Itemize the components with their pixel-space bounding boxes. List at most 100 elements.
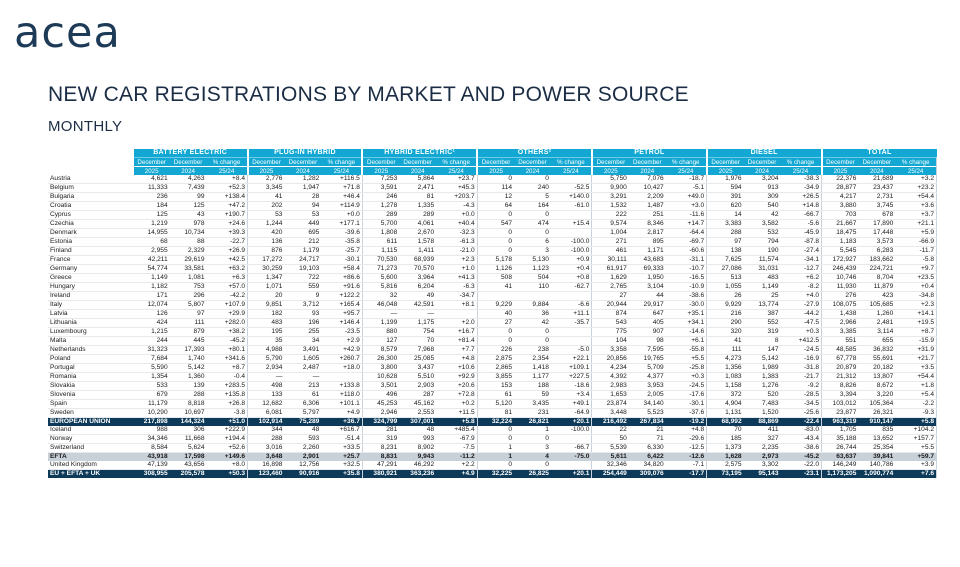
- country-cell: Portugal: [48, 363, 133, 373]
- pct-change-cell: -11.7: [895, 246, 938, 256]
- pct-change-cell: -42.2: [206, 291, 249, 301]
- value-cell: 35: [247, 336, 285, 346]
- pct-change-cell: -16.9: [780, 354, 822, 364]
- value-cell: 68,992: [706, 417, 744, 426]
- pct-change-cell: +20.1: [550, 417, 593, 426]
- pct-change-cell: +177.1: [321, 219, 363, 229]
- value-cell: 8,902: [399, 443, 437, 453]
- value-cell: 1,705: [821, 426, 859, 435]
- value-cell: 4,377: [628, 372, 666, 382]
- value-cell: 309,076: [628, 469, 666, 478]
- pct-change-header: % change: [436, 157, 478, 167]
- value-cell: 4,904: [706, 399, 744, 409]
- pct-change-cell: +4.9: [436, 469, 478, 478]
- value-cell: 104: [591, 336, 629, 346]
- value-cell: 498: [247, 381, 285, 391]
- value-cell: 185: [706, 434, 744, 444]
- pct-change-cell: +222.9: [206, 426, 249, 435]
- value-cell: 255: [284, 327, 322, 337]
- value-cell: 246,439: [821, 264, 859, 274]
- pct-change-cell: +7.6: [895, 469, 938, 478]
- value-cell: 29,619: [169, 255, 207, 265]
- table-row: Iceland 988 306 +222.9 344 48 +616.7 281 48 +485.…: [48, 426, 938, 435]
- eu-total-row: EUROPEAN UNION 217,898 144,324 +51.0 102,914…: [48, 417, 938, 426]
- pct-change-cell: +4.9: [321, 408, 363, 418]
- pct-change-cell: +283.5: [206, 381, 249, 391]
- pct-change-cell: +41.3: [436, 273, 478, 283]
- value-cell: 1,081: [169, 273, 207, 283]
- pct-change-cell: +190.7: [206, 210, 249, 220]
- pct-change-cell: -29.6: [665, 434, 708, 444]
- value-cell: 70,570: [399, 264, 437, 274]
- pct-change-cell: +32.5: [321, 461, 363, 470]
- pct-change-cell: -62.7: [550, 282, 593, 292]
- value-cell: 55,691: [858, 354, 896, 364]
- pct-change-cell: -75.0: [550, 452, 593, 461]
- value-cell: 26,300: [362, 354, 400, 364]
- country-cell: Ireland: [48, 291, 133, 301]
- pct-change-cell: +5.4: [895, 390, 938, 400]
- value-cell: 7,625: [706, 255, 744, 265]
- value-cell: 7,439: [169, 183, 207, 193]
- country-cell: Bulgaria: [48, 192, 133, 202]
- value-cell: 39,841: [858, 452, 896, 461]
- value-cell: 25,085: [399, 354, 437, 364]
- value-cell: 183,662: [858, 255, 896, 265]
- country-cell: Greece: [48, 273, 133, 283]
- value-cell: 45,162: [399, 399, 437, 409]
- range-header: 25/24: [780, 166, 822, 175]
- value-cell: 309: [743, 192, 781, 202]
- value-cell: 26,321: [858, 408, 896, 418]
- value-cell: 23,877: [821, 408, 859, 418]
- acea-logo: acea: [14, 8, 121, 58]
- value-cell: 95,143: [743, 469, 781, 478]
- value-cell: 0: [477, 246, 515, 256]
- value-cell: 424: [132, 318, 170, 328]
- value-cell: 2,487: [284, 363, 322, 373]
- value-cell: 10,697: [169, 408, 207, 418]
- value-cell: 508: [477, 273, 515, 283]
- value-cell: 20: [247, 291, 285, 301]
- month-header: December: [628, 157, 666, 167]
- pct-change-cell: +52.6: [206, 443, 249, 453]
- value-cell: 3,745: [858, 201, 896, 211]
- pct-change-cell: -35.7: [550, 318, 593, 328]
- value-cell: 3,800: [362, 363, 400, 373]
- value-cell: 1,215: [132, 327, 170, 337]
- pct-change-cell: -38.6: [665, 291, 708, 301]
- value-cell: 1,244: [247, 219, 285, 229]
- value-cell: 2,875: [477, 354, 515, 364]
- value-cell: 3,582: [743, 219, 781, 229]
- pct-change-cell: -37.6: [665, 408, 708, 418]
- value-cell: 17,448: [858, 228, 896, 238]
- value-cell: 324,799: [362, 417, 400, 426]
- value-cell: 105,685: [858, 300, 896, 310]
- table-row: United Kingdom 47,139 43,656 +8.0 16,898 12,7…: [48, 461, 938, 470]
- value-cell: 48,585: [821, 345, 859, 355]
- pct-change-cell: +54.4: [895, 192, 938, 202]
- value-cell: 1,578: [399, 237, 437, 247]
- pct-change-cell: -3.8: [206, 408, 249, 418]
- value-cell: 276: [821, 291, 859, 301]
- value-cell: 8,818: [169, 399, 207, 409]
- value-cell: 5,130: [514, 255, 551, 265]
- pct-change-cell: +95.7: [321, 309, 363, 319]
- pct-change-cell: -28.5: [780, 390, 822, 400]
- year-header: 2025: [820, 166, 859, 175]
- value-cell: 6,330: [628, 443, 666, 453]
- value-cell: 9: [284, 291, 322, 301]
- country-cell: France: [48, 255, 133, 265]
- pct-change-cell: -100.0: [550, 246, 593, 256]
- value-cell: [514, 291, 551, 301]
- value-cell: 8,346: [628, 219, 666, 229]
- value-cell: 5,600: [362, 273, 400, 283]
- value-cell: 16,898: [247, 461, 285, 470]
- pct-change-cell: -25.7: [321, 246, 363, 256]
- pct-change-cell: +0.0: [321, 210, 363, 220]
- value-cell: 2,731: [858, 192, 896, 202]
- value-cell: 236: [132, 192, 170, 202]
- value-cell: 1,055: [706, 282, 744, 292]
- value-cell: 11,668: [169, 434, 207, 444]
- value-cell: 9,229: [477, 300, 515, 310]
- header-year-row: 2025 2024 25/24 2025 2024 25/24 2025 2024 25/24 2…: [48, 166, 938, 175]
